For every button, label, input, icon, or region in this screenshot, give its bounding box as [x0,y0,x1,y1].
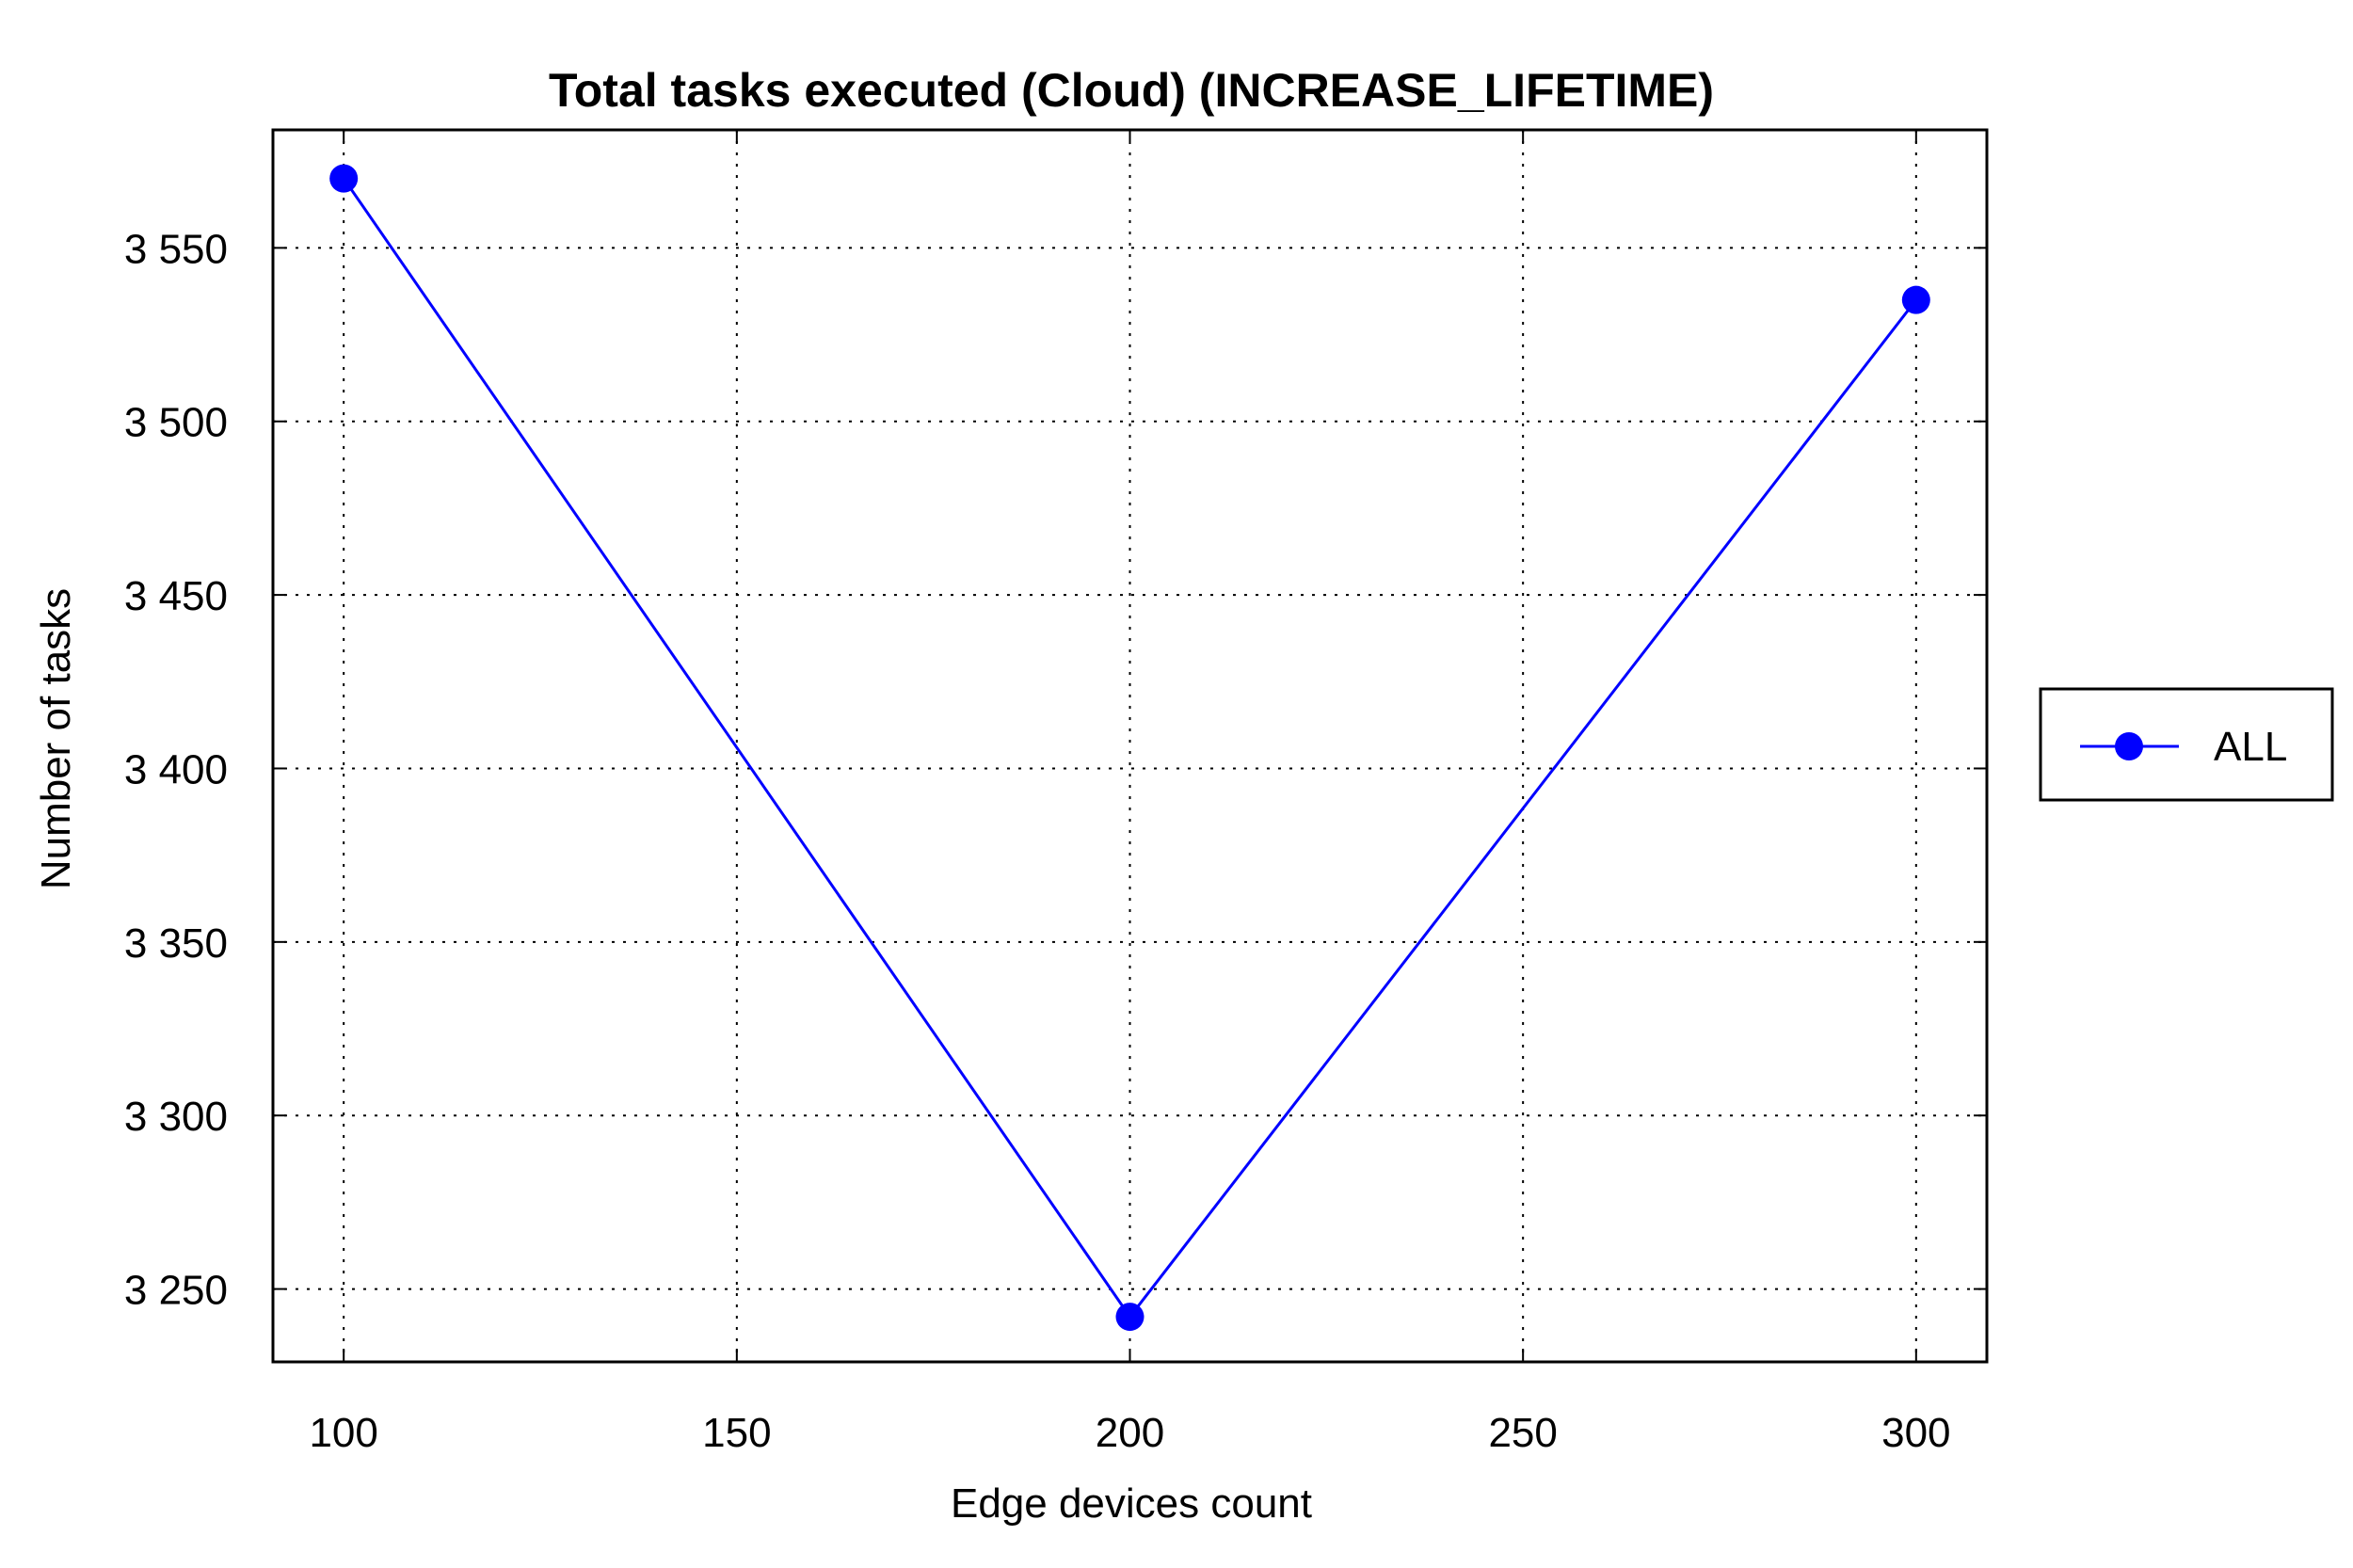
x-tick-label: 250 [1488,1410,1557,1456]
ticks [273,130,1987,1362]
series [329,164,1930,1332]
y-axis-label: Number of tasks [33,588,79,889]
x-tick-label: 150 [702,1410,771,1456]
y-tick-label: 3 350 [124,920,228,967]
legend: ALL [2039,687,2334,802]
x-tick-label: 100 [309,1410,377,1456]
data-point [1901,285,1930,314]
tick-labels: 100 150 200 250 300 3 250 3 300 3 350 3 400 3 450… [124,226,1951,1456]
y-tick-label: 3 400 [124,746,228,792]
plot-area-frame [271,128,1989,1364]
x-axis-label: Edge devices count [951,1480,1312,1527]
y-tick-label: 3 250 [124,1268,228,1314]
x-tick-label: 300 [1881,1410,1950,1456]
x-tick-label: 200 [1096,1410,1164,1456]
legend-label: ALL [2214,724,2287,770]
y-tick-label: 3 550 [124,226,228,272]
y-tick-label: 3 450 [124,573,228,619]
y-tick-label: 3 300 [124,1094,228,1140]
series-line [342,177,1918,1320]
grid [273,130,1987,1362]
data-point [329,164,359,193]
data-point [1115,1303,1144,1332]
y-tick-label: 3 500 [124,400,228,446]
chart-title: Total tasks executed (Cloud) (INCREASE_L… [549,64,1714,117]
legend-marker [2115,732,2143,760]
legend-frame [2039,687,2334,802]
